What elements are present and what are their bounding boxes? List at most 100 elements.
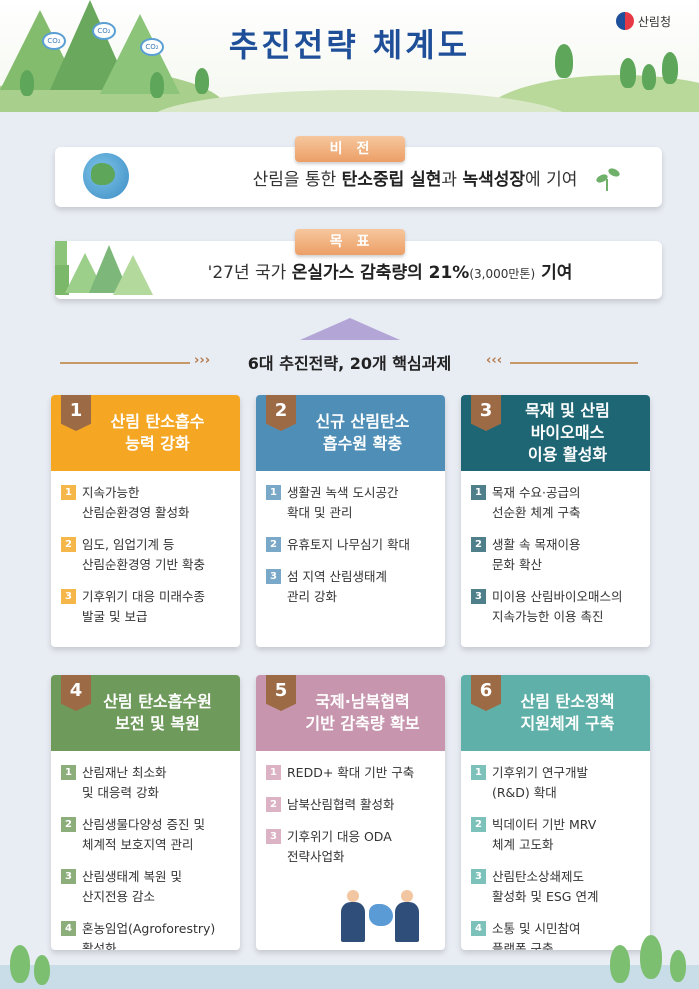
- strategy-card: 4 산림 탄소흡수원 보전 및 복원 1 산림재난 최소화 및 대응력 강화 2 산림생물다양…: [51, 675, 240, 950]
- task-number-badge: 1: [61, 485, 76, 500]
- task-item: 3 산림생태계 복원 및 산지전용 감소: [61, 867, 230, 907]
- globe-icon: [83, 153, 129, 199]
- task-text: 기후위기 대응 미래수종 발굴 및 보급: [82, 587, 205, 627]
- person-icon: [395, 890, 419, 942]
- task-text-line: 지속가능한 이용 촉진: [492, 609, 604, 624]
- strategy-title-line: 능력 강화: [125, 434, 190, 453]
- task-item: 2 빅데이터 기반 MRV 체계 고도화: [471, 815, 640, 855]
- header-banner: CO₂ CO₂ CO₂ 추진전략 체계도 산림청: [0, 0, 699, 112]
- strategy-title: 산림 탄소흡수원 보전 및 복원: [103, 691, 212, 735]
- task-item: 3 미이용 산림바이오매스의 지속가능한 이용 촉진: [471, 587, 640, 627]
- strategy-title-line: 산림 탄소흡수: [110, 412, 205, 431]
- tree-icon: [640, 935, 662, 979]
- task-number-badge: 4: [471, 921, 486, 936]
- task-number-badge: 3: [471, 589, 486, 604]
- forest-service-logo: 산림청: [615, 12, 671, 30]
- strategy-title-line: 산림 탄소정책: [520, 692, 615, 711]
- tree-icon: [20, 70, 34, 96]
- task-text: 남북산림협력 활성화: [287, 795, 394, 815]
- task-item: 3 기후위기 대응 ODA 전략사업화: [266, 827, 435, 867]
- task-text-line: 및 대응력 강화: [82, 785, 159, 800]
- task-number-badge: 4: [61, 921, 76, 936]
- goal-text: '27년 국가 온실가스 감축량의 21%(3,000만톤) 기여: [207, 263, 573, 283]
- task-text-line: 기후위기 대응 ODA: [287, 829, 392, 844]
- strategy-title: 국제·남북협력 기반 감축량 확보: [305, 691, 419, 735]
- task-number-badge: 1: [471, 765, 486, 780]
- strategy-number: 4: [61, 675, 91, 711]
- task-item: 2 유휴토지 나무심기 확대: [266, 535, 435, 555]
- task-text-line: 소통 및 시민참여: [492, 921, 581, 936]
- tree-icon: [55, 241, 67, 265]
- tree-icon: [662, 52, 678, 84]
- strategy-header: 2 신규 산림탄소 흡수원 확충: [256, 395, 445, 471]
- task-item: 1 지속가능한 산림순환경영 활성화: [61, 483, 230, 523]
- vision-text: 산림을 통한 탄소중립 실현과 녹색성장에 기여: [252, 170, 578, 190]
- task-number-badge: 2: [471, 537, 486, 552]
- task-text-line: 지속가능한: [82, 485, 140, 500]
- strategy-title: 신규 산림탄소 흡수원 확충: [316, 411, 410, 455]
- task-number-badge: 3: [61, 589, 76, 604]
- task-text-line: 체계적 보호지역 관리: [82, 837, 194, 852]
- strategy-number: 5: [266, 675, 296, 711]
- task-number-badge: 3: [471, 869, 486, 884]
- task-text-line: 산림순환경영 기반 확충: [82, 557, 205, 572]
- tree-icon: [620, 58, 636, 88]
- task-text: 생활 속 목재이용 문화 확산: [492, 535, 580, 575]
- chevron-right-icon: ›››: [194, 353, 211, 368]
- strategy-card: 3 목재 및 산림 바이오매스 이용 활성화 1 목재 수요·공급의 선순환 체계 구축 2 생…: [461, 395, 650, 647]
- task-text: 목재 수요·공급의 선순환 체계 구축: [492, 483, 580, 523]
- strategy-header: 6 산림 탄소정책 지원체계 구축: [461, 675, 650, 751]
- task-text: 미이용 산림바이오매스의 지속가능한 이용 촉진: [492, 587, 622, 627]
- strategy-card: 6 산림 탄소정책 지원체계 구축 1 기후위기 연구개발 (R&D) 확대 2 빅데이터 기…: [461, 675, 650, 950]
- task-number-badge: 1: [61, 765, 76, 780]
- task-item: 3 기후위기 대응 미래수종 발굴 및 보급: [61, 587, 230, 627]
- task-text: 임도, 임업기계 등 산림순환경영 기반 확충: [82, 535, 205, 575]
- logo-text: 산림청: [637, 14, 671, 29]
- task-number-badge: 3: [266, 829, 281, 844]
- task-text-line: 목재 수요·공급의: [492, 485, 581, 500]
- task-text-line: 산림생태계 복원 및: [82, 869, 182, 884]
- strategy-number: 1: [61, 395, 91, 431]
- task-text: 산림재난 최소화 및 대응력 강화: [82, 763, 166, 803]
- strategy-header: 4 산림 탄소흡수원 보전 및 복원: [51, 675, 240, 751]
- task-text-line: 유휴토지 나무심기 확대: [287, 537, 410, 552]
- co2-bubble-icon: CO₂: [92, 22, 116, 40]
- strategy-card: 5 국제·남북협력 기반 감축량 확보 1 REDD+ 확대 기반 구축 2 남북산림협력 …: [256, 675, 445, 950]
- taegeuk-icon: [615, 12, 634, 30]
- task-item: 2 남북산림협력 활성화: [266, 795, 435, 815]
- task-number-badge: 2: [61, 817, 76, 832]
- task-text: 지속가능한 산림순환경영 활성화: [82, 483, 189, 523]
- task-text-line: 전략사업화: [287, 849, 345, 864]
- strategy-title-line: 산림 탄소흡수원: [103, 692, 212, 711]
- task-text-line: 남북산림협력 활성화: [287, 797, 395, 812]
- task-text: 산림생태계 복원 및 산지전용 감소: [82, 867, 182, 907]
- task-text-line: 기후위기 연구개발: [492, 765, 588, 780]
- strategy-header: 3 목재 및 산림 바이오매스 이용 활성화: [461, 395, 650, 471]
- task-text: 빅데이터 기반 MRV 체계 고도화: [492, 815, 596, 855]
- vision-label: 비전: [294, 136, 405, 162]
- task-number-badge: 1: [266, 485, 281, 500]
- chevron-left-icon: ‹‹‹: [486, 353, 503, 368]
- tree-icon: [555, 44, 573, 78]
- hill-illustration: [150, 90, 570, 112]
- task-text-line: 산림탄소상쇄제도: [492, 869, 585, 884]
- task-list: 1 생활권 녹색 도시공간 확대 및 관리 2 유휴토지 나무심기 확대 3 섬 지역 산림…: [256, 471, 445, 607]
- strategy-title-line: 신규 산림탄소: [315, 412, 410, 431]
- sprout-icon: [595, 166, 622, 191]
- strategy-card: 2 신규 산림탄소 흡수원 확충 1 생활권 녹색 도시공간 확대 및 관리 2 유휴토지 나…: [256, 395, 445, 647]
- task-text-line: 산림생물다양성 증진 및: [82, 817, 205, 832]
- task-text-line: 문화 확산: [492, 557, 542, 572]
- task-text-line: REDD+ 확대 기반 구축: [287, 765, 415, 780]
- co2-bubble-icon: CO₂: [42, 32, 66, 50]
- task-text-line: 플랫폼 구축: [492, 941, 554, 950]
- tree-icon: [610, 945, 630, 983]
- goal-label: 목표: [294, 229, 405, 255]
- task-text-line: 생활권 녹색 도시공간: [287, 485, 399, 500]
- task-item: 2 생활 속 목재이용 문화 확산: [471, 535, 640, 575]
- task-text-line: 활성화 및 ESG 연계: [492, 889, 599, 904]
- task-text-line: 체계 고도화: [492, 837, 554, 852]
